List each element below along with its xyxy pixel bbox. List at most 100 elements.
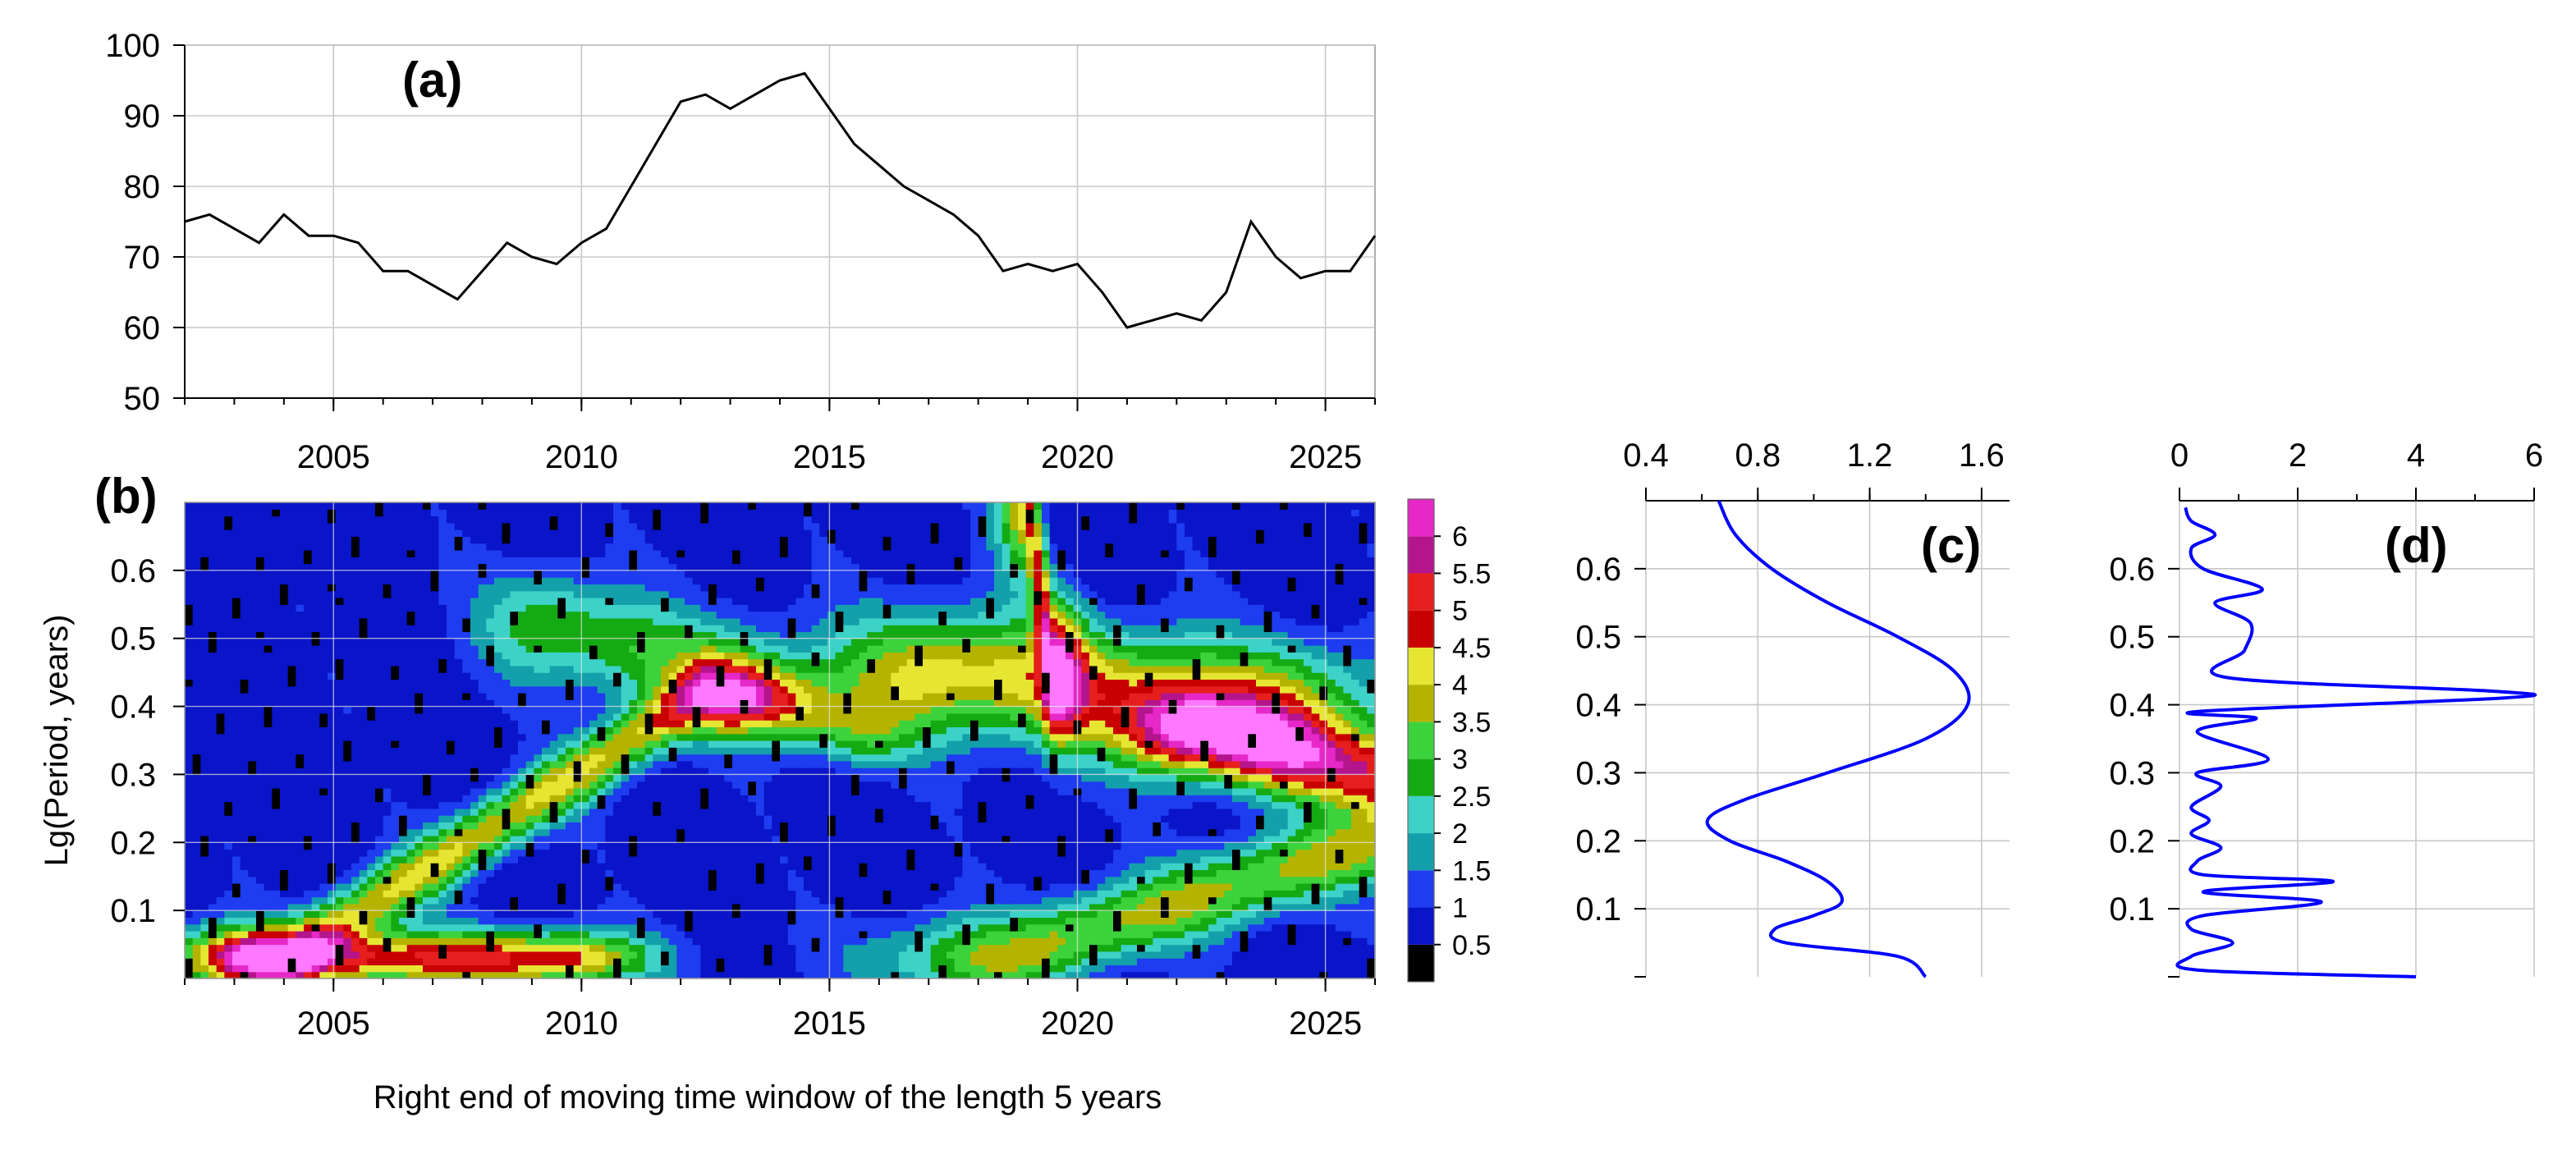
heatmap-cell (525, 774, 534, 782)
heatmap-cell (192, 550, 201, 557)
heatmap-cell (589, 563, 598, 571)
heatmap-cell (200, 638, 209, 646)
heatmap-cell (676, 795, 685, 803)
heatmap-cell (581, 617, 590, 625)
heatmap-cell (367, 611, 376, 619)
heatmap-cell (478, 577, 487, 585)
heatmap-cell (589, 733, 598, 741)
heatmap-cell (209, 760, 218, 768)
heatmap-cell (280, 693, 289, 700)
heatmap-cell (518, 611, 527, 619)
heatmap-cell (573, 896, 582, 905)
heatmap-cell (399, 557, 408, 565)
heatmap-cell (510, 645, 519, 653)
heatmap-cell (668, 598, 677, 605)
heatmap-cell (185, 502, 194, 510)
heatmap-cell (264, 502, 273, 510)
heatmap-cell (566, 964, 575, 973)
heatmap-cell (462, 896, 471, 905)
heatmap-cell (494, 502, 503, 510)
heatmap-cell (534, 529, 543, 538)
heatmap-cell (447, 754, 456, 762)
heatmap-cell (557, 577, 566, 585)
heatmap-cell (240, 760, 249, 768)
heatmap-cell (192, 529, 201, 538)
heatmap-cell (534, 801, 543, 809)
heatmap-cell (391, 665, 400, 673)
heatmap-cell (240, 529, 249, 538)
heatmap-cell (502, 740, 511, 748)
heatmap-cell (454, 638, 463, 646)
heatmap-cell (224, 550, 233, 557)
heatmap-cell (391, 876, 400, 884)
heatmap-cell (566, 855, 575, 864)
heatmap-cell (287, 971, 296, 979)
heatmap-cell (216, 577, 225, 585)
heatmap-cell (700, 876, 709, 884)
heatmap-cell (304, 720, 313, 728)
heatmap-cell (653, 883, 662, 891)
heatmap-cell (335, 693, 344, 700)
heatmap-cell (264, 522, 273, 530)
heatmap-cell (272, 699, 281, 708)
heatmap-cell (335, 611, 344, 619)
heatmap-cell (256, 502, 265, 510)
heatmap-cell (700, 563, 709, 571)
heatmap-cell (209, 883, 218, 891)
heatmap-cell (708, 733, 717, 741)
heatmap-cell (518, 883, 527, 891)
heatmap-cell (716, 937, 725, 946)
heatmap-cell (486, 774, 495, 782)
heatmap-cell (311, 815, 320, 823)
heatmap-cell (494, 883, 503, 891)
heatmap-cell (613, 788, 622, 795)
heatmap-cell (447, 944, 456, 952)
heatmap-cell (272, 944, 281, 952)
heatmap-cell (391, 706, 400, 714)
heatmap-cell (319, 509, 328, 517)
heatmap-cell (272, 515, 281, 524)
heatmap-cell (700, 808, 709, 816)
heatmap-cell (605, 822, 614, 830)
heatmap-cell (661, 672, 670, 680)
heatmap-cell (447, 522, 456, 530)
heatmap-cell (692, 604, 701, 612)
heatmap-cell (692, 883, 701, 891)
heatmap-cell (708, 679, 717, 687)
heatmap-cell (351, 788, 360, 795)
heatmap-cell (605, 515, 614, 524)
heatmap-cell (343, 502, 352, 510)
heatmap-cell (240, 767, 249, 776)
heatmap-cell (447, 896, 456, 905)
heatmap-cell (661, 788, 670, 795)
heatmap-cell (335, 685, 344, 694)
heatmap-cell (423, 863, 432, 871)
heatmap-cell (557, 563, 566, 571)
heatmap-cell (264, 910, 273, 919)
heatmap-cell (272, 828, 281, 836)
heatmap-cell (478, 795, 487, 803)
heatmap-cell (383, 842, 392, 850)
heatmap-cell (240, 971, 249, 979)
heatmap-cell (200, 869, 209, 877)
heatmap-cell (589, 699, 598, 708)
heatmap-cell (637, 672, 646, 680)
heatmap-cell (438, 883, 447, 891)
heatmap-cell (224, 693, 233, 700)
heatmap-cell (557, 625, 566, 633)
heatmap-cell (494, 788, 503, 795)
heatmap-cell (256, 815, 265, 823)
heatmap-cell (367, 747, 376, 755)
heatmap-cell (447, 693, 456, 700)
heatmap-cell (248, 604, 257, 612)
heatmap-cell (359, 971, 368, 979)
heatmap-cell (264, 672, 273, 680)
heatmap-cell (287, 808, 296, 816)
heatmap-cell (724, 652, 733, 660)
heatmap-cell (264, 625, 273, 633)
heatmap-cell (573, 529, 582, 538)
heatmap-cell (287, 645, 296, 653)
heatmap-cell (470, 550, 479, 557)
heatmap-cell (510, 951, 519, 959)
heatmap-cell (296, 693, 305, 700)
